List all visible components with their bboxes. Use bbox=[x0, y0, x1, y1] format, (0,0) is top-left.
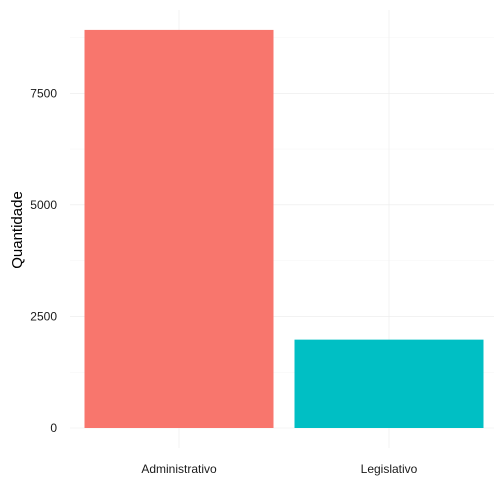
y-tick-label: 0 bbox=[50, 421, 57, 435]
x-tick-label: Legislativo bbox=[361, 462, 418, 476]
y-axis-title: Quantidade bbox=[9, 191, 26, 269]
y-tick-label: 7500 bbox=[30, 86, 57, 100]
y-tick-label: 2500 bbox=[30, 309, 57, 323]
bar-legislativo bbox=[294, 339, 484, 428]
bars bbox=[84, 29, 484, 429]
y-axis-ticks: 0 2500 5000 7500 bbox=[30, 86, 57, 435]
x-axis-ticks: Administrativo Legislativo bbox=[141, 462, 417, 476]
y-tick-label: 5000 bbox=[30, 198, 57, 212]
bar-administrativo bbox=[84, 29, 274, 429]
x-tick-label: Administrativo bbox=[141, 462, 217, 476]
